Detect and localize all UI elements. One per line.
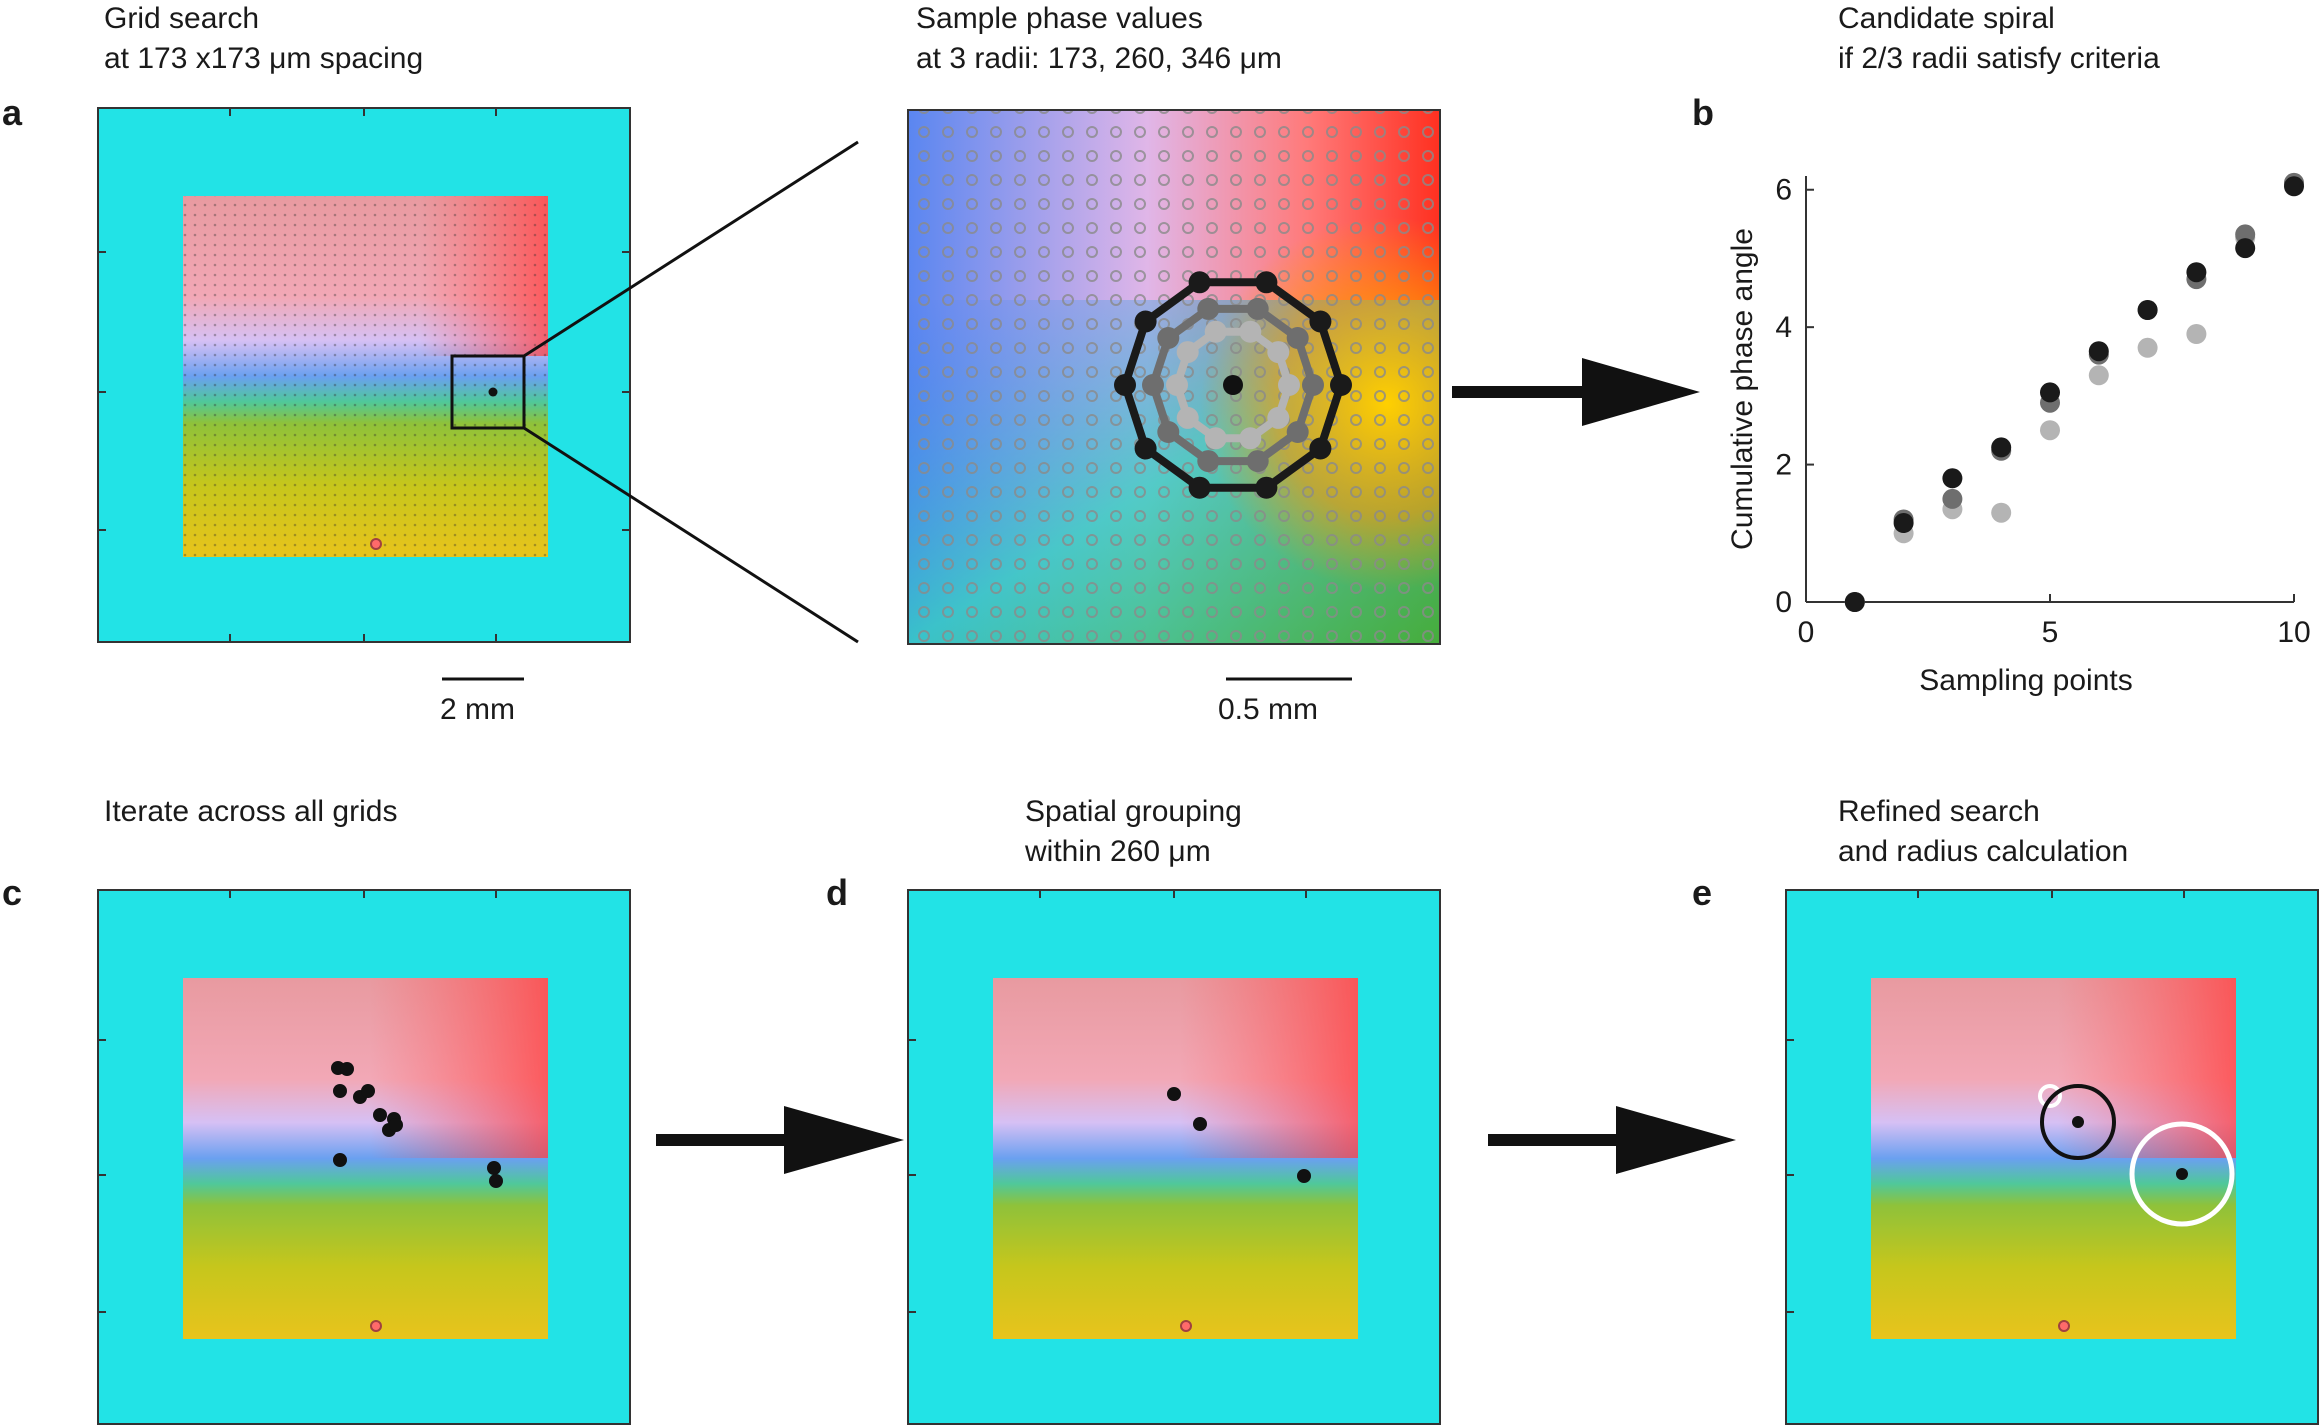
- sampling-point: [1330, 374, 1352, 396]
- sampling-point: [1134, 310, 1157, 333]
- sampling-point: [1255, 271, 1278, 294]
- sampling-point: [1302, 374, 1324, 396]
- zoom-connector-top: [523, 140, 859, 358]
- panel-label-b: b: [1692, 92, 1714, 133]
- sampling-point: [1204, 427, 1227, 450]
- scatter-point-series-2: [2235, 238, 2256, 259]
- sampling-point: [1267, 406, 1290, 429]
- scatter-point-series-0: [2137, 337, 2158, 358]
- panel-c: [97, 889, 631, 1425]
- y-axis-label: Cumulative phase angle: [1726, 228, 1759, 550]
- sampling-point: [1188, 476, 1211, 499]
- scatter-point-series-2: [2088, 341, 2109, 362]
- arrow-to-b: [1452, 358, 1700, 426]
- scatter-point-series-2: [2040, 382, 2060, 403]
- sampling-point: [1114, 374, 1136, 396]
- panel-label-e: e: [1692, 872, 1713, 913]
- scatter-point-series-2: [1942, 468, 1963, 489]
- scatter-point-series-0: [1991, 502, 2012, 523]
- panel-label-a: a: [2, 92, 23, 133]
- sampling-point: [1286, 421, 1309, 443]
- panel-d-caption-line1: Spatial grouping: [1025, 795, 1242, 828]
- panel-b-caption-line2: if 2/3 radii satisfy criteria: [1838, 42, 2160, 75]
- panel-a: [97, 107, 631, 681]
- refined-radius-large: [2129, 1121, 2235, 1227]
- refined-radius-small: [2038, 1084, 2062, 1108]
- y-tick-label: 0: [1775, 586, 1792, 619]
- zoom-connector-bottom: [523, 426, 859, 644]
- panel-e-caption-line1: Refined search: [1838, 795, 2040, 828]
- panel-a-caption-line1: Grid search: [104, 2, 260, 35]
- panel-b-caption-line1: Candidate spiral: [1838, 2, 2055, 35]
- scatter-point-series-1: [1942, 488, 1963, 509]
- sampling-point: [1157, 421, 1180, 443]
- zoom-region-box: [450, 354, 526, 430]
- panel-d: [907, 889, 1441, 1425]
- sampling-point: [1239, 320, 1262, 343]
- sampling-point: [1142, 374, 1164, 396]
- scatter-point-series-2: [1893, 513, 1914, 533]
- panel-zoom: [907, 109, 1441, 681]
- panel-e-caption-line2: and radius calculation: [1838, 835, 2129, 868]
- arrow-c-to-d: [656, 1106, 904, 1174]
- panel-d-caption-line2: within 260 μm: [1025, 835, 1211, 868]
- panel-e: [1785, 889, 2319, 1425]
- scatter-point-series-2: [2186, 262, 2207, 283]
- sampling-point: [1309, 437, 1332, 460]
- arrow-d-to-e: [1488, 1106, 1736, 1174]
- candidate-center-point: [1223, 375, 1243, 395]
- sampling-point: [1197, 450, 1220, 473]
- sampling-point: [1176, 341, 1199, 364]
- x-tick-label: 10: [2277, 616, 2310, 649]
- sampling-point: [1255, 476, 1278, 499]
- sampling-point: [1188, 271, 1211, 294]
- scatter-point-series-0: [2040, 420, 2060, 441]
- y-tick-label: 2: [1775, 449, 1792, 482]
- scatter-point-series-2: [1991, 437, 2012, 458]
- y-tick-label: 6: [1775, 174, 1792, 207]
- panel-c-caption-line1: Iterate across all grids: [104, 795, 398, 828]
- panel-d-grouped-detections: [1167, 1087, 1311, 1183]
- zoom-caption-line1: Sample phase values: [916, 2, 1203, 35]
- scalebar-a-label: 2 mm: [440, 693, 515, 726]
- scatter-point-series-2: [1844, 592, 1865, 612]
- sampling-point: [1246, 297, 1269, 320]
- scatter-point-series-0: [2186, 324, 2207, 344]
- panel-a-caption-line2: at 173 x173 μm spacing: [104, 42, 424, 75]
- y-tick-label: 4: [1775, 311, 1792, 344]
- sampling-point: [1176, 406, 1199, 429]
- sampling-point: [1134, 437, 1157, 460]
- scatter-point-series-2: [2284, 176, 2304, 197]
- panel-label-d: d: [826, 872, 848, 913]
- sampling-point: [1309, 310, 1332, 333]
- scatter-point-series-1: [2235, 224, 2256, 245]
- scalebar-zoom-label: 0.5 mm: [1218, 693, 1319, 726]
- panel-c-detections: [331, 1061, 503, 1188]
- panel-a-grid-points: [183, 196, 548, 557]
- sampling-point: [1204, 320, 1227, 343]
- sampling-point: [1267, 341, 1290, 364]
- zoom-caption-line2: at 3 radii: 173, 260, 346 μm: [916, 42, 1282, 75]
- sampling-point: [1246, 450, 1269, 473]
- sampling-point: [1197, 297, 1220, 320]
- scatter-point-series-0: [2088, 365, 2109, 386]
- sampling-point: [1157, 327, 1180, 349]
- sampling-point: [1166, 374, 1188, 396]
- panel-label-c: c: [2, 872, 23, 913]
- x-tick-label: 5: [2042, 616, 2059, 649]
- sampling-point: [1278, 374, 1300, 396]
- refined-radius-medium: [2040, 1084, 2116, 1160]
- sampling-point: [1239, 427, 1262, 450]
- sampling-point: [1286, 327, 1309, 349]
- scatter-point-series-2: [2137, 300, 2158, 320]
- sampling-rings: [1114, 271, 1352, 499]
- x-axis-label: Sampling points: [1919, 664, 2132, 697]
- panel-b-chart: 0 5 10 0 2 4 6 Sampling points Cumulative phas…: [1726, 172, 2311, 697]
- x-tick-label: 0: [1798, 616, 1815, 649]
